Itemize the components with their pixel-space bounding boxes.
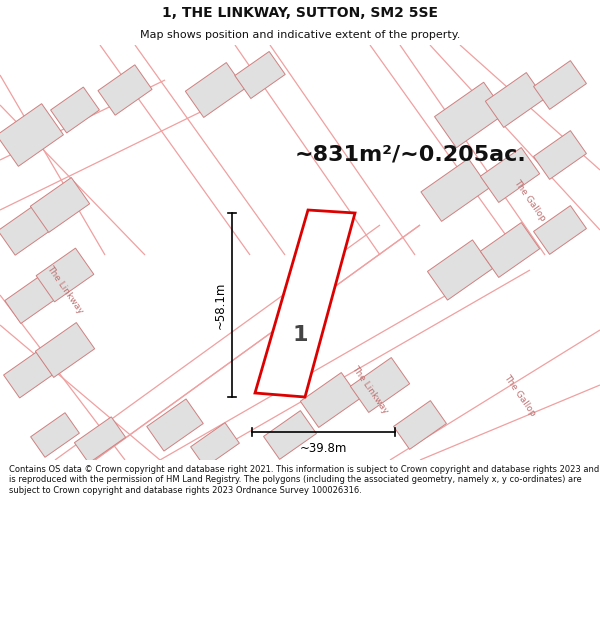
- Polygon shape: [481, 222, 539, 278]
- Text: ~58.1m: ~58.1m: [214, 281, 227, 329]
- Polygon shape: [235, 51, 285, 99]
- Text: The Gallop: The Gallop: [502, 372, 538, 418]
- Polygon shape: [263, 411, 316, 459]
- Polygon shape: [36, 248, 94, 302]
- Polygon shape: [185, 62, 245, 118]
- Polygon shape: [0, 205, 52, 255]
- Polygon shape: [147, 399, 203, 451]
- Text: 1: 1: [292, 325, 308, 345]
- Polygon shape: [74, 417, 125, 463]
- Polygon shape: [50, 87, 100, 133]
- Text: ~39.8m: ~39.8m: [300, 441, 347, 454]
- Polygon shape: [481, 148, 539, 202]
- Polygon shape: [533, 206, 586, 254]
- Polygon shape: [191, 422, 239, 468]
- Polygon shape: [255, 210, 355, 397]
- Polygon shape: [31, 177, 89, 232]
- Polygon shape: [350, 357, 410, 412]
- Text: Map shows position and indicative extent of the property.: Map shows position and indicative extent…: [140, 30, 460, 40]
- Polygon shape: [434, 82, 505, 148]
- Text: ~831m²/~0.205ac.: ~831m²/~0.205ac.: [295, 145, 527, 165]
- Polygon shape: [5, 276, 55, 324]
- Polygon shape: [4, 352, 52, 398]
- Polygon shape: [35, 322, 95, 378]
- Polygon shape: [394, 401, 446, 449]
- Polygon shape: [533, 131, 586, 179]
- Text: 1, THE LINKWAY, SUTTON, SM2 5SE: 1, THE LINKWAY, SUTTON, SM2 5SE: [162, 6, 438, 19]
- Polygon shape: [0, 104, 64, 166]
- Text: The Linkway: The Linkway: [350, 364, 390, 416]
- Text: The Gallop: The Gallop: [512, 177, 548, 222]
- Text: The Linkway: The Linkway: [45, 264, 85, 316]
- Polygon shape: [485, 72, 545, 127]
- Polygon shape: [301, 372, 359, 428]
- Polygon shape: [31, 412, 79, 458]
- Polygon shape: [427, 240, 493, 300]
- Polygon shape: [533, 61, 586, 109]
- Polygon shape: [98, 65, 152, 115]
- Text: Contains OS data © Crown copyright and database right 2021. This information is : Contains OS data © Crown copyright and d…: [9, 465, 599, 495]
- Polygon shape: [421, 159, 489, 221]
